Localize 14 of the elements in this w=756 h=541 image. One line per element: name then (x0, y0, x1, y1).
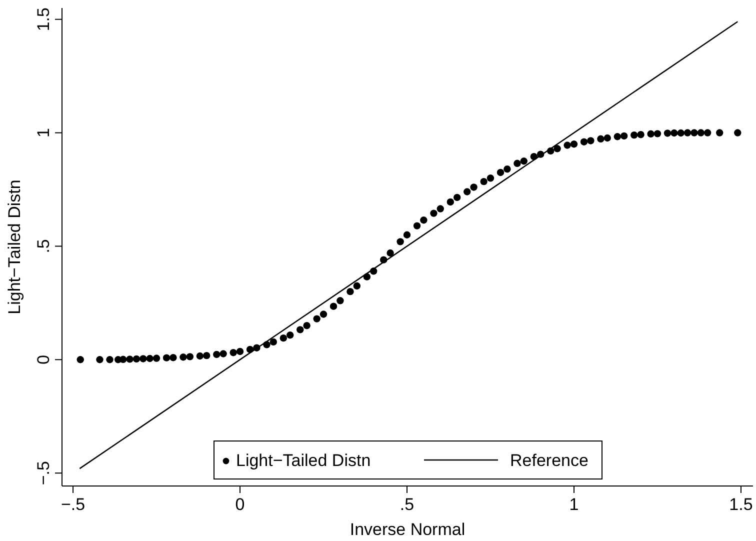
legend-label: Reference (510, 451, 588, 470)
y-tick-label: 0 (34, 354, 53, 364)
x-tick-label: −.5 (60, 495, 86, 514)
y-axis-title: Light−Tailed Distn (5, 180, 24, 314)
y-tick-label: 1 (34, 128, 53, 138)
y-tick-label: 1.5 (34, 8, 53, 32)
legend-label: Light−Tailed Distn (236, 451, 371, 470)
x-tick-label: 1 (569, 495, 579, 514)
x-tick-label: 1.5 (729, 495, 753, 514)
x-tick-label: .5 (400, 495, 414, 514)
y-tick-label: .5 (34, 239, 53, 254)
x-tick-label: 0 (235, 495, 245, 514)
y-tick-label: −.5 (34, 461, 53, 486)
x-axis-title: Inverse Normal (350, 520, 466, 539)
